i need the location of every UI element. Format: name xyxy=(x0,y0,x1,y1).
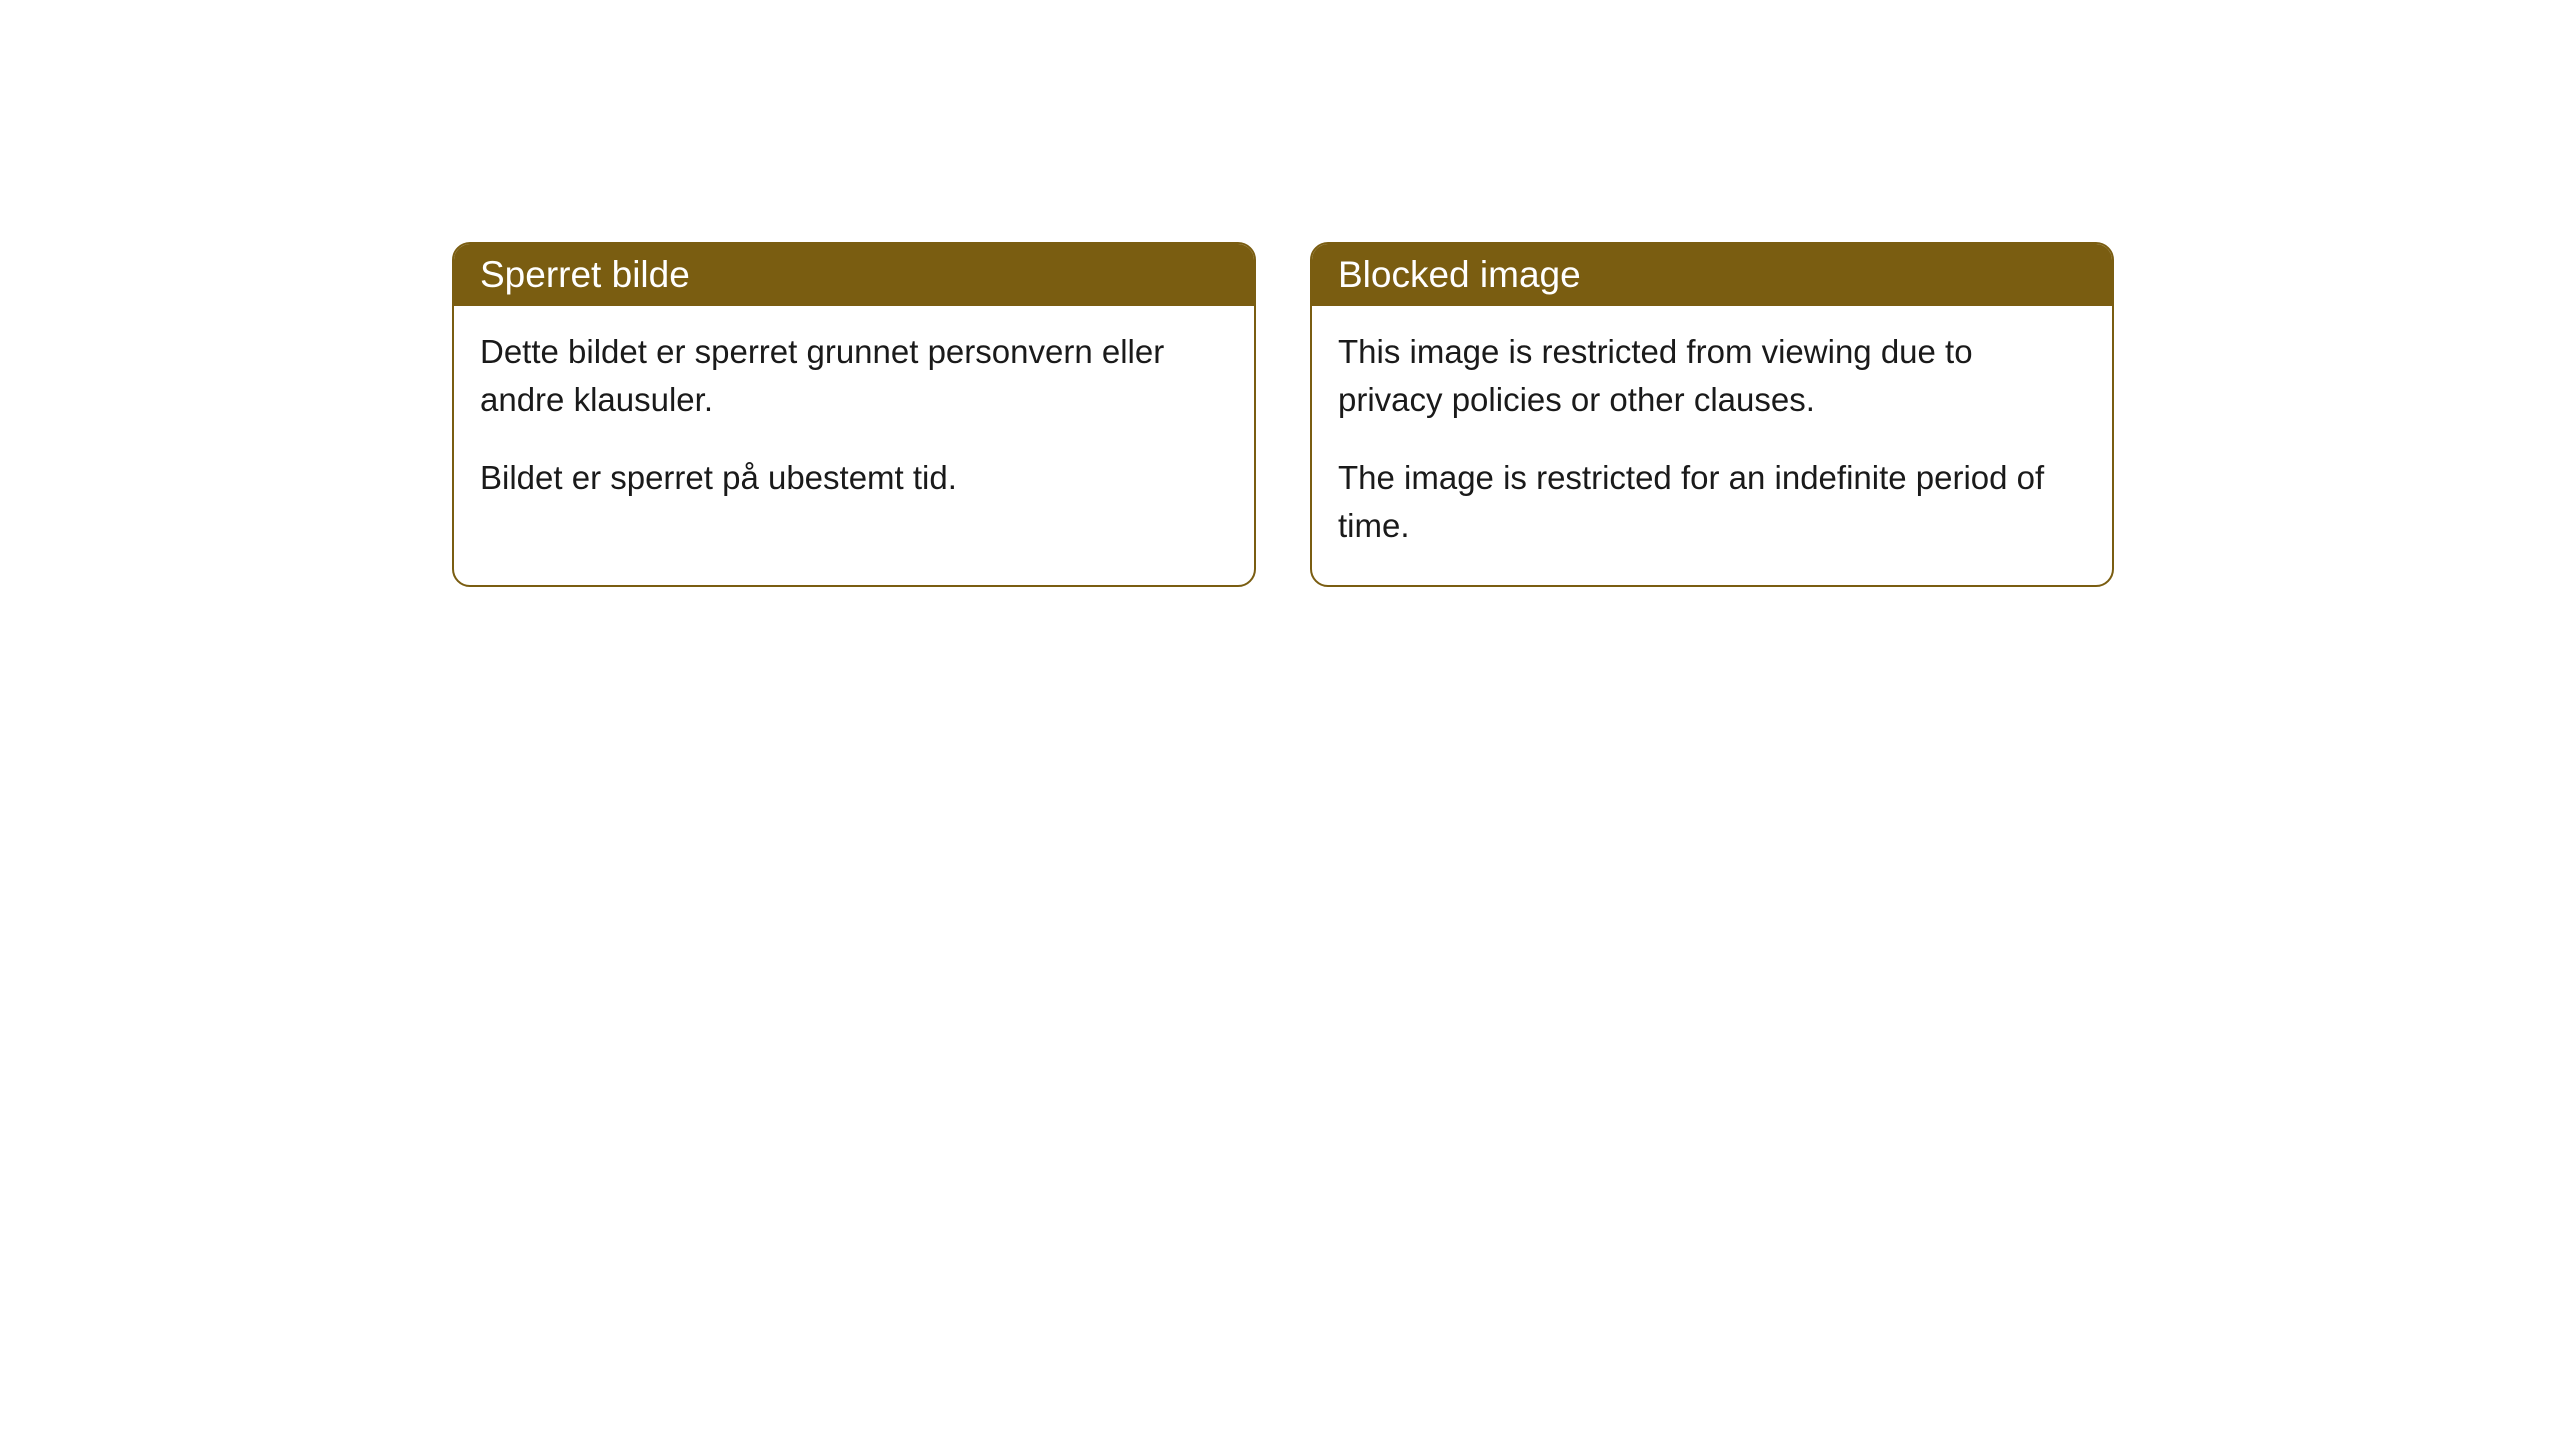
notice-card-english: Blocked image This image is restricted f… xyxy=(1310,242,2114,587)
notice-container: Sperret bilde Dette bildet er sperret gr… xyxy=(0,0,2560,587)
notice-title-norwegian: Sperret bilde xyxy=(480,254,690,295)
notice-paragraph-1-english: This image is restricted from viewing du… xyxy=(1338,328,2086,424)
notice-body-english: This image is restricted from viewing du… xyxy=(1312,306,2112,585)
notice-paragraph-2-norwegian: Bildet er sperret på ubestemt tid. xyxy=(480,454,1228,502)
notice-body-norwegian: Dette bildet er sperret grunnet personve… xyxy=(454,306,1254,538)
notice-paragraph-1-norwegian: Dette bildet er sperret grunnet personve… xyxy=(480,328,1228,424)
notice-header-norwegian: Sperret bilde xyxy=(454,244,1254,306)
notice-card-norwegian: Sperret bilde Dette bildet er sperret gr… xyxy=(452,242,1256,587)
notice-title-english: Blocked image xyxy=(1338,254,1581,295)
notice-paragraph-2-english: The image is restricted for an indefinit… xyxy=(1338,454,2086,550)
notice-header-english: Blocked image xyxy=(1312,244,2112,306)
